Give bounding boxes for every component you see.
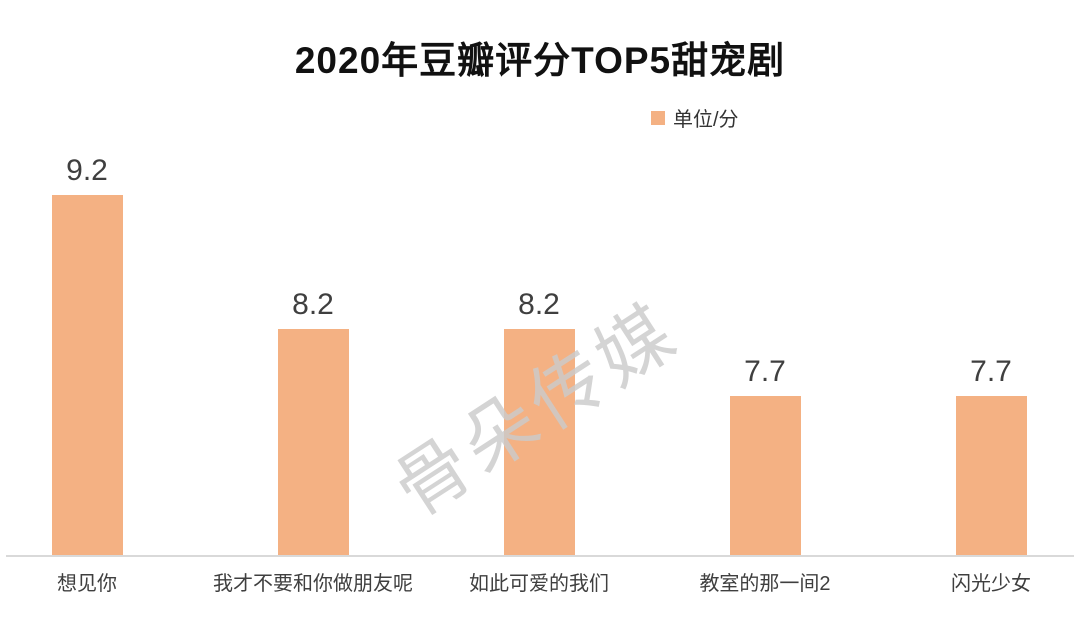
bar: [503, 329, 575, 556]
chart-title: 2020年豆瓣评分TOP5甜宠剧: [294, 40, 786, 81]
category-label: 闪光少女: [951, 573, 1031, 595]
bar-value-label: 7.7: [970, 355, 1012, 388]
legend-label: 单位/分: [673, 109, 739, 131]
x-axis-line: [6, 555, 1074, 557]
bar: [955, 396, 1027, 556]
bar-value-label: 8.2: [292, 288, 334, 321]
bar-value-label: 9.2: [66, 154, 108, 187]
bar: [729, 396, 801, 556]
bar-value-label: 8.2: [518, 288, 560, 321]
bar: [51, 195, 123, 556]
legend: 单位/分: [651, 103, 739, 132]
category-label: 如此可爱的我们: [469, 573, 609, 595]
category-label: 想见你: [57, 573, 117, 595]
category-label: 我才不要和你做朋友呢: [213, 573, 413, 595]
bar-value-label: 7.7: [744, 355, 786, 388]
legend-swatch-icon: [651, 110, 665, 125]
category-label: 教室的那一间2: [699, 573, 831, 595]
bar: [277, 329, 349, 556]
